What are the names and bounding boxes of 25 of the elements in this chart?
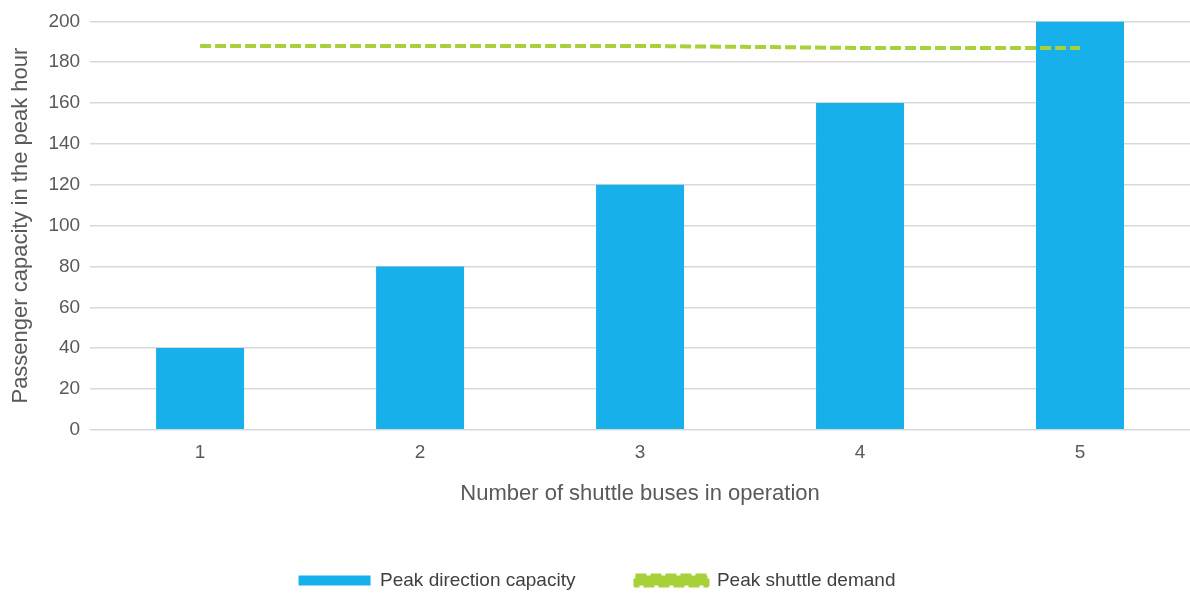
y-axis-title: Passenger capacity in the peak hour [7,47,33,404]
y-tick-label: 60 [58,295,81,317]
bar [816,103,905,430]
x-tick-label: 5 [1074,441,1086,463]
x-axis-title: Number of shuttle buses in operation [460,479,820,505]
y-tick-label: 120 [48,172,81,194]
y-tick-label: 160 [48,91,81,113]
x-tick-label: 2 [414,441,426,463]
bar [156,348,245,430]
bar [596,184,685,430]
y-tick-label: 80 [58,254,81,276]
y-tick-label: 100 [48,213,81,235]
y-tick-label: 200 [48,9,81,31]
bar [1036,21,1125,430]
legend-label: Peak shuttle demand [716,568,896,590]
y-tick-label: 0 [69,418,81,440]
x-tick-label: 3 [634,441,646,463]
x-tick-label: 1 [194,441,206,463]
y-tick-label: 20 [58,377,81,399]
legend-label: Peak direction capacity [380,568,576,590]
bar [376,266,465,430]
y-tick-label: 180 [48,50,81,72]
x-tick-label: 4 [854,441,866,463]
y-tick-label: 40 [58,336,81,358]
y-tick-label: 140 [48,132,81,154]
